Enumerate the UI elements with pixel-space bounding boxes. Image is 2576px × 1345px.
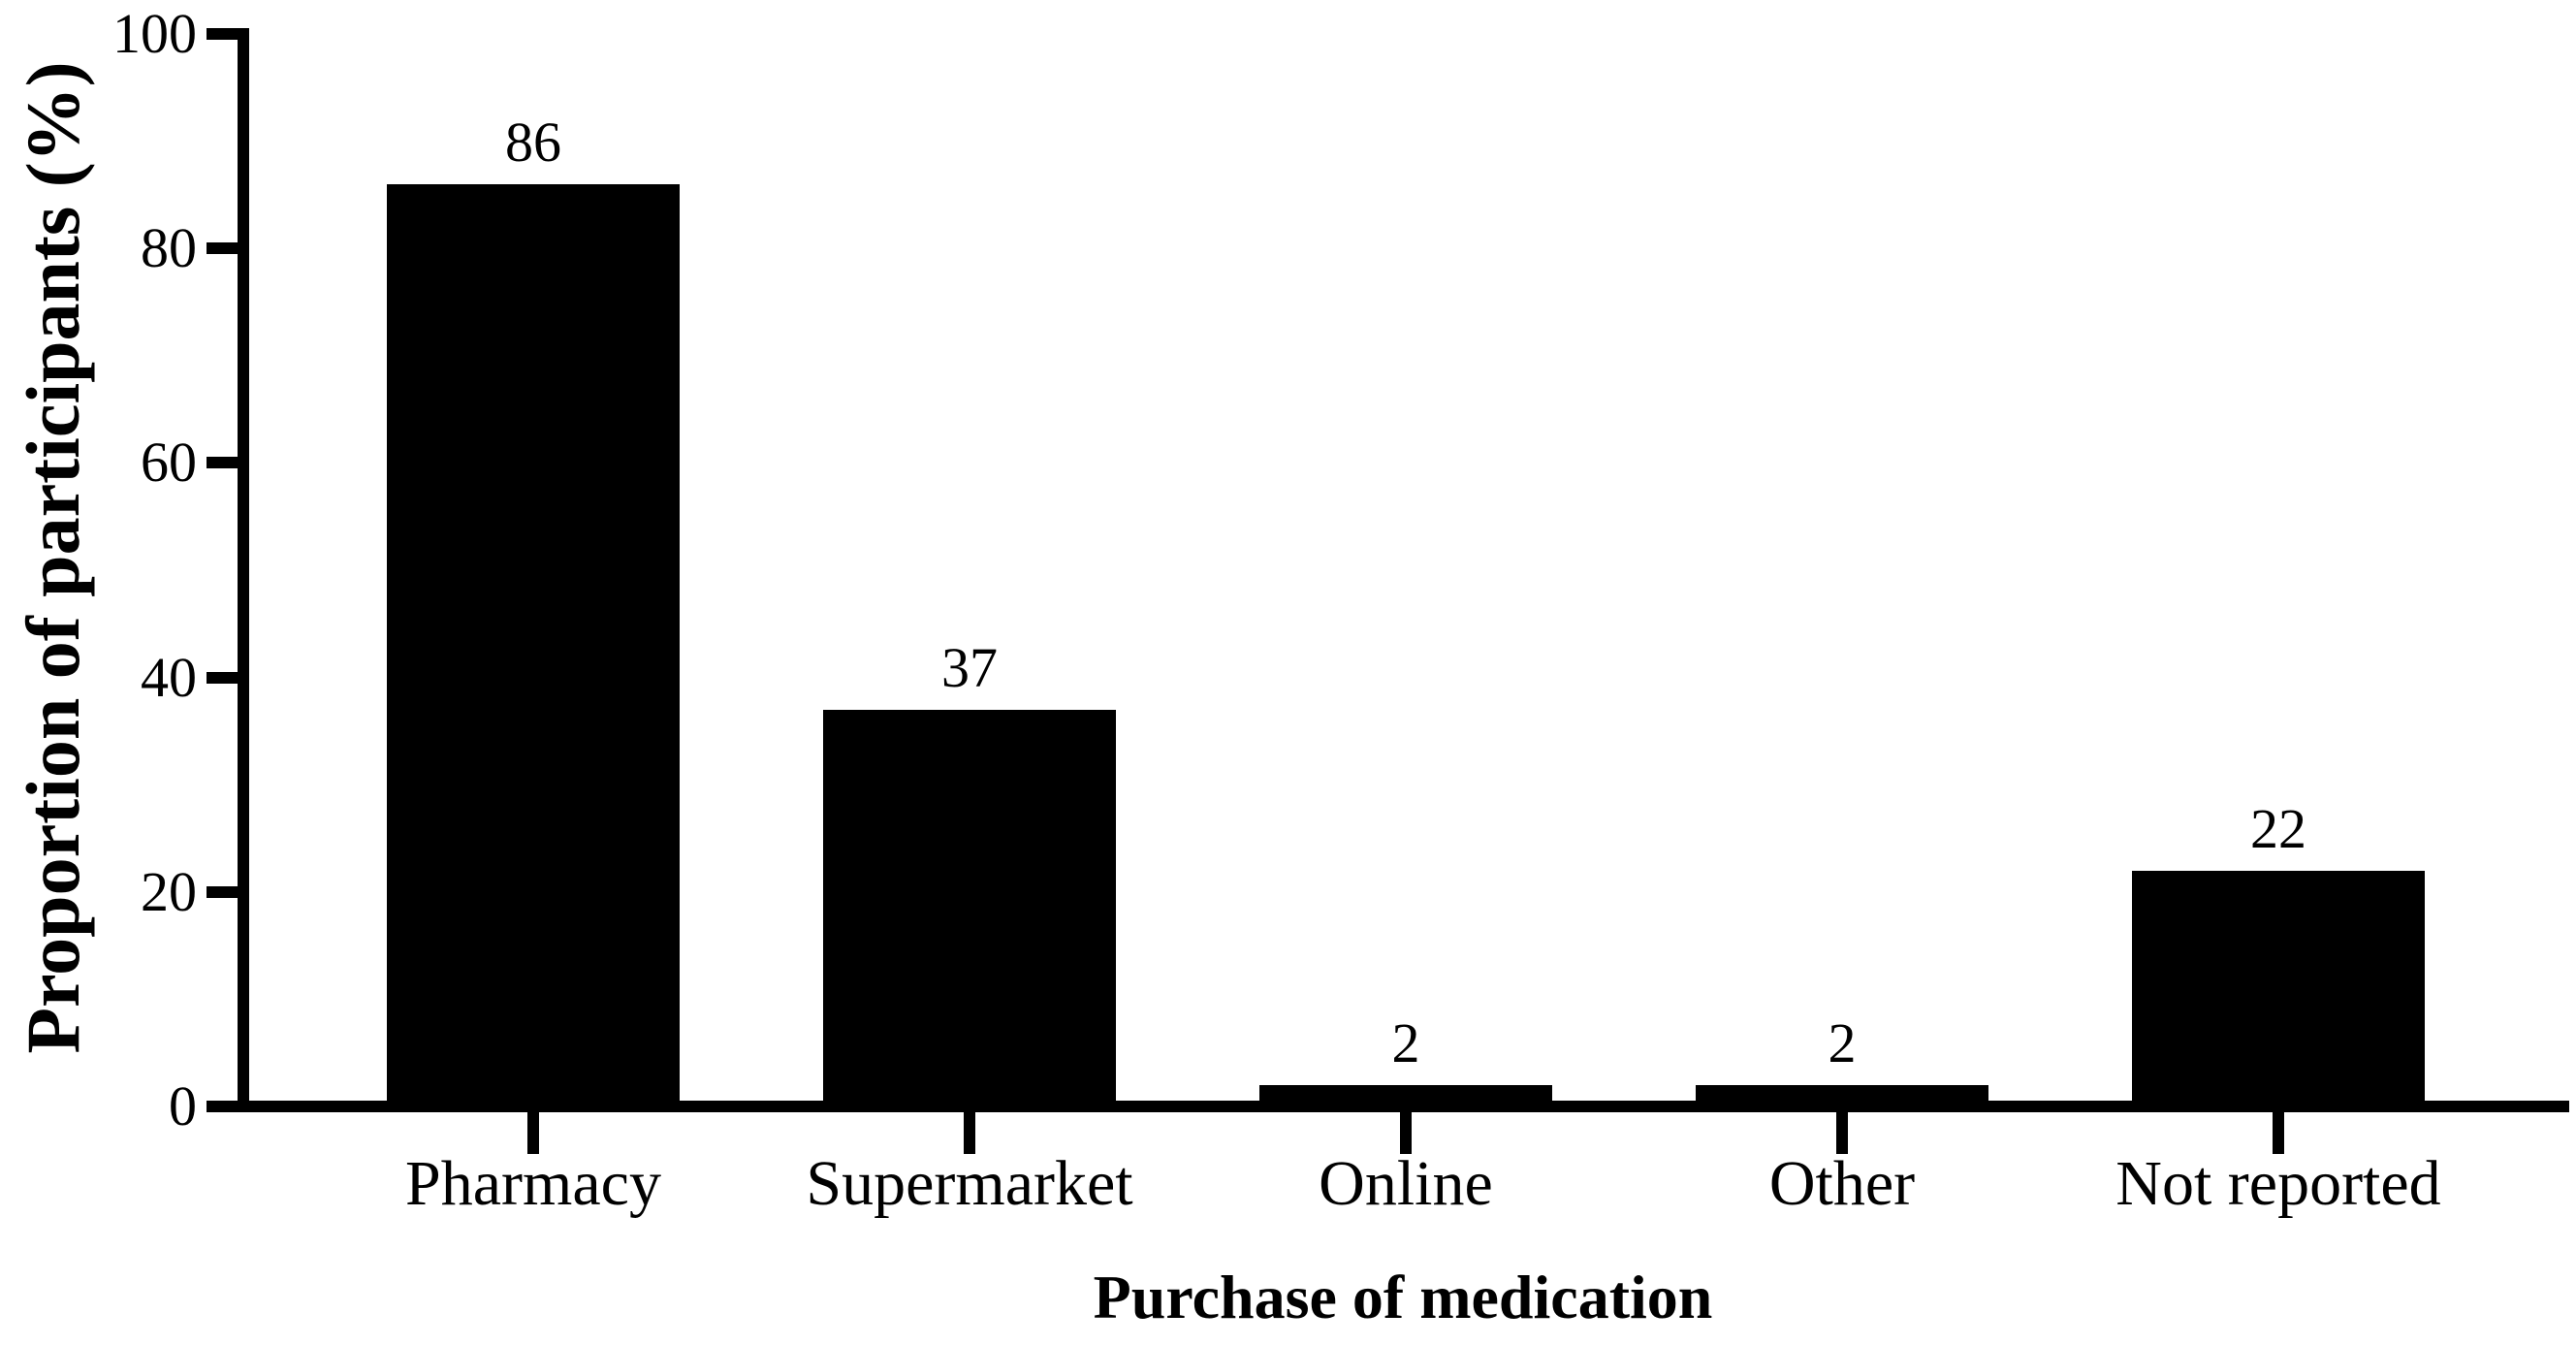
y-tick-label-40: 40 — [141, 645, 197, 709]
bar-supermarket — [823, 709, 1116, 1112]
y-tick-label-20: 20 — [141, 859, 197, 923]
x-tick-mark-online — [1400, 1112, 1412, 1154]
bar-value-label-pharmacy: 86 — [505, 110, 561, 174]
y-tick-mark-100 — [207, 28, 239, 40]
category-label-online: Online — [1319, 1148, 1493, 1219]
y-tick-label-80: 80 — [141, 216, 197, 280]
x-tick-mark-other — [1836, 1112, 1848, 1154]
y-tick-label-60: 60 — [141, 431, 197, 495]
y-tick-mark-0 — [207, 1101, 239, 1112]
bar-pharmacy — [387, 183, 680, 1112]
category-label-supermarket: Supermarket — [806, 1148, 1133, 1219]
y-axis-title: Proportion of participants (%) — [11, 61, 95, 1054]
category-label-pharmacy: Pharmacy — [405, 1148, 661, 1219]
x-tick-mark-pharmacy — [527, 1112, 539, 1154]
bar-value-label-supermarket: 37 — [941, 635, 998, 699]
x-axis-title: Purchase of medication — [1093, 1263, 1713, 1331]
y-tick-label-100: 100 — [112, 2, 197, 65]
y-tick-mark-60 — [207, 457, 239, 469]
category-label-not-reported: Not reported — [2115, 1148, 2441, 1219]
bar-value-label-not-reported: 22 — [2250, 796, 2306, 860]
bar-other — [1696, 1084, 1988, 1112]
y-tick-mark-40 — [207, 671, 239, 684]
y-tick-label-0: 0 — [169, 1074, 197, 1137]
bar-value-label-other: 2 — [1828, 1010, 1857, 1074]
x-tick-mark-not-reported — [2273, 1112, 2284, 1154]
bar-not-reported — [2132, 870, 2425, 1112]
y-tick-mark-20 — [207, 885, 239, 898]
category-label-other: Other — [1768, 1148, 1916, 1219]
y-tick-mark-80 — [207, 242, 239, 255]
x-tick-mark-supermarket — [964, 1112, 975, 1154]
y-axis-line — [238, 28, 249, 1112]
bar-value-label-online: 2 — [1391, 1010, 1420, 1074]
bar-online — [1259, 1084, 1552, 1112]
